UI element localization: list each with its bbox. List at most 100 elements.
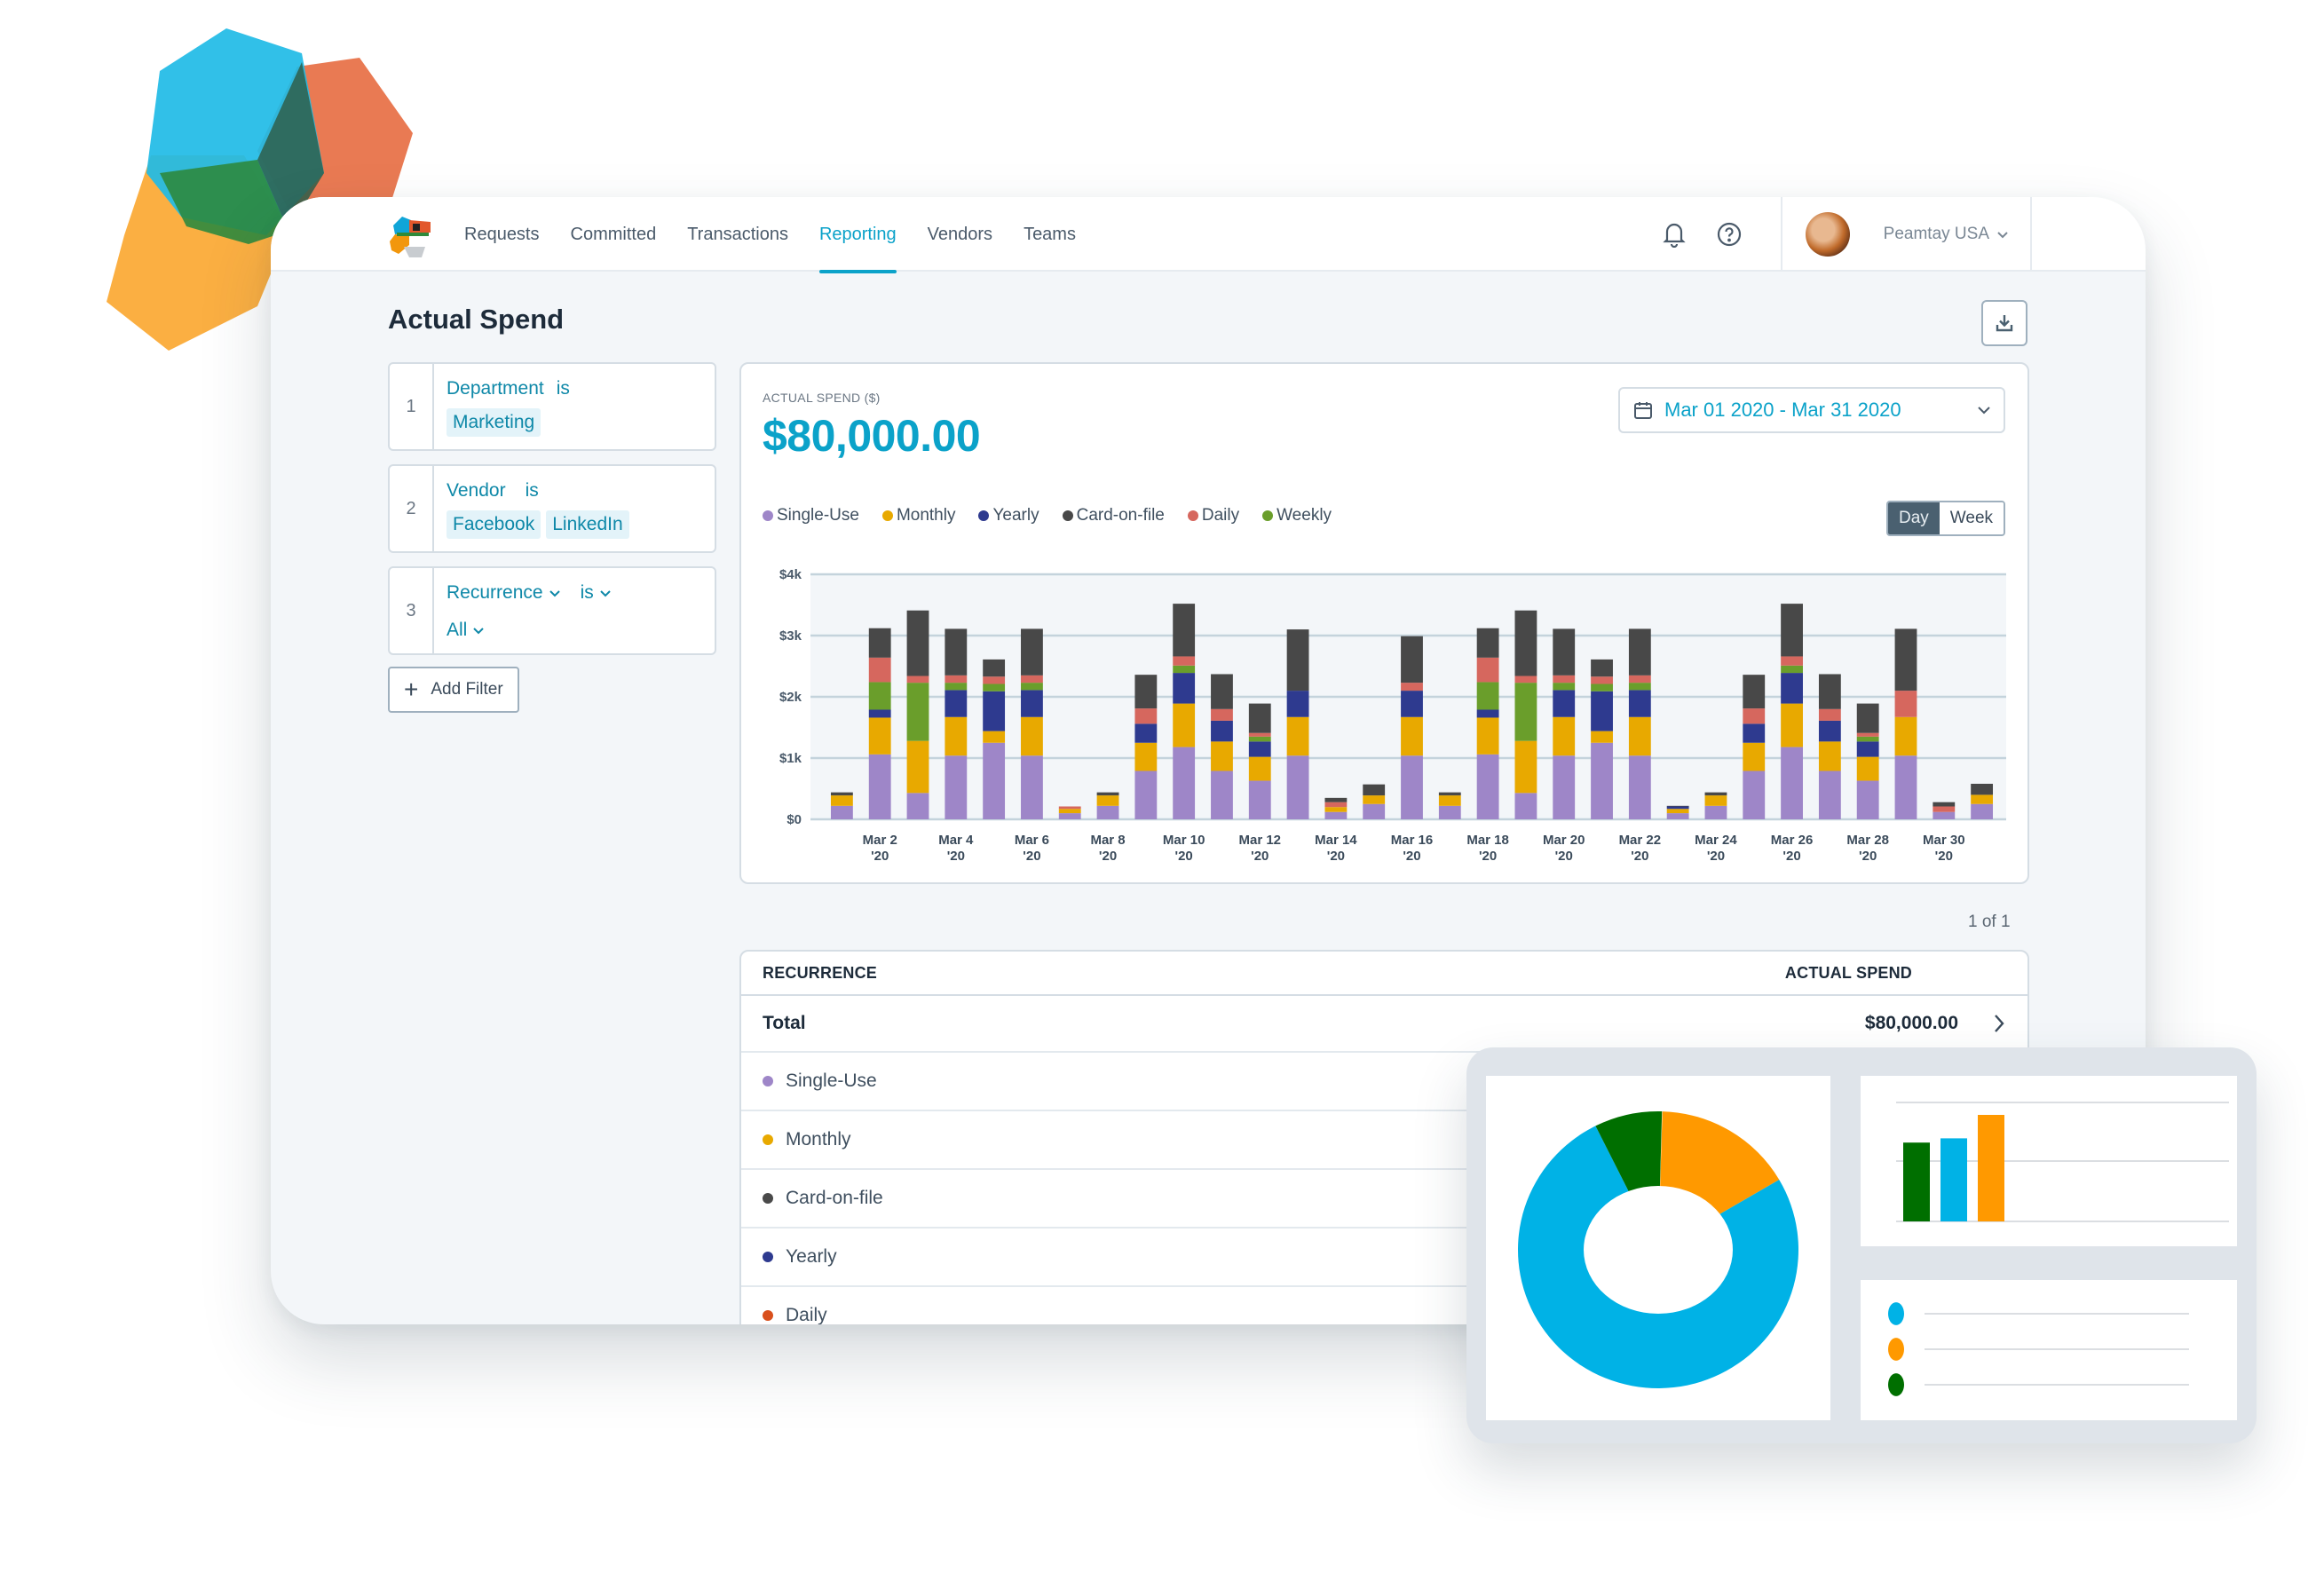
user-name: Peamtay USA — [1883, 225, 1989, 243]
toggle-week[interactable]: Week — [1939, 502, 2004, 534]
svg-text:Mar 4: Mar 4 — [938, 833, 974, 848]
svg-text:$2k: $2k — [779, 690, 802, 705]
column-header-recurrence[interactable]: RECURRENCE — [763, 963, 878, 982]
top-navigation: Requests Committed Transactions Reportin… — [271, 197, 2146, 273]
table-row[interactable]: Daily — [741, 1287, 2027, 1324]
legend-item[interactable]: Daily — [1187, 506, 1239, 525]
chart-bar[interactable] — [1324, 797, 1348, 819]
filter-field[interactable]: Department — [447, 378, 544, 399]
notifications-button[interactable] — [1658, 218, 1690, 250]
chart-bar[interactable] — [945, 628, 968, 819]
legend-dot-icon — [978, 510, 990, 521]
chart-bar[interactable] — [1743, 675, 1766, 819]
date-range-value: Mar 01 2020 - Mar 31 2020 — [1664, 399, 1901, 421]
chart-bar[interactable] — [868, 628, 891, 819]
table-row[interactable]: Single-Use — [741, 1053, 2027, 1111]
chevron-right-icon[interactable] — [1993, 1013, 2005, 1034]
chart-bar[interactable] — [1211, 674, 1233, 819]
legend-item[interactable]: Single-Use — [763, 506, 859, 525]
help-button[interactable] — [1713, 218, 1745, 250]
question-circle-icon — [1717, 222, 1741, 247]
chart-bar[interactable] — [1628, 628, 1651, 819]
filter-value-tag[interactable]: Facebook — [447, 510, 541, 539]
user-menu[interactable]: Peamtay USA — [1782, 197, 2030, 272]
dashboard-illustration — [1466, 1047, 2257, 1443]
chart-bar[interactable] — [1096, 792, 1119, 819]
row-label: Single-Use — [786, 1071, 877, 1091]
download-button[interactable] — [1981, 300, 2027, 346]
legend-label: Card-on-file — [1076, 506, 1165, 525]
toggle-day[interactable]: Day — [1888, 502, 1940, 534]
legend-dot-icon — [763, 510, 773, 521]
chart-bar[interactable] — [1666, 805, 1689, 819]
nav-tab-requests[interactable]: Requests — [464, 225, 540, 244]
chart-bar[interactable] — [830, 792, 853, 819]
date-range-picker[interactable]: Mar 01 2020 - Mar 31 2020 — [1618, 387, 2005, 433]
add-filter-button[interactable]: + Add Filter — [388, 667, 519, 713]
chart-bar[interactable] — [1971, 783, 1994, 819]
svg-text:Mar 12: Mar 12 — [1239, 833, 1282, 848]
chart-bar[interactable] — [1058, 806, 1081, 819]
svg-text:Mar 20: Mar 20 — [1543, 833, 1585, 848]
filter-value-tag[interactable]: LinkedIn — [546, 510, 629, 539]
nav-tabs: Requests Committed Transactions Reportin… — [464, 197, 1107, 273]
table-row[interactable]: Monthly — [741, 1111, 2027, 1170]
nav-tab-reporting[interactable]: Reporting — [818, 197, 897, 273]
legend-item[interactable]: Yearly — [978, 506, 1039, 525]
filter-operator[interactable]: is — [556, 378, 570, 399]
legend-label: Weekly — [1277, 506, 1332, 525]
row-amount: $80,000.00 — [1864, 1013, 1958, 1033]
chart-bar[interactable] — [1363, 784, 1386, 819]
chart-bar[interactable] — [1818, 674, 1841, 819]
legend-panel — [1861, 1280, 2237, 1420]
table-row[interactable]: Card-on-file — [741, 1170, 2027, 1229]
nav-tab-transactions[interactable]: Transactions — [687, 225, 788, 244]
chart-bar[interactable] — [1248, 703, 1271, 819]
filter-department[interactable]: 1 Department is Marketing — [388, 362, 716, 451]
legend-item[interactable]: Card-on-file — [1062, 506, 1165, 525]
nav-tab-committed[interactable]: Committed — [570, 225, 657, 244]
table-row[interactable]: Yearly — [741, 1229, 2027, 1287]
svg-text:Mar 24: Mar 24 — [1695, 833, 1737, 848]
chart-bar[interactable] — [1553, 628, 1576, 819]
chart-bar[interactable] — [1438, 792, 1461, 819]
chart-bar[interactable] — [1021, 628, 1043, 819]
filter-field[interactable]: Vendor — [447, 480, 506, 501]
filter-value-dropdown[interactable]: All — [447, 620, 485, 641]
chart-bar[interactable] — [1514, 610, 1537, 819]
nav-tab-vendors[interactable]: Vendors — [927, 225, 993, 244]
chart-bar[interactable] — [1173, 604, 1196, 819]
chart-bar[interactable] — [1401, 636, 1423, 819]
chart-bar[interactable] — [1856, 703, 1879, 819]
svg-text:Mar 14: Mar 14 — [1315, 833, 1357, 848]
chart-bar[interactable] — [1781, 604, 1803, 819]
nav-tab-teams[interactable]: Teams — [1024, 225, 1076, 244]
filter-vendor[interactable]: 2 Vendor is Facebook LinkedIn — [388, 464, 716, 553]
app-logo[interactable] — [386, 215, 434, 259]
chart-bar[interactable] — [983, 659, 1006, 819]
column-header-actual-spend[interactable]: ACTUAL SPEND — [1784, 963, 1912, 982]
chart-bar[interactable] — [1704, 792, 1727, 819]
svg-text:$1k: $1k — [779, 751, 802, 766]
legend-item[interactable]: Monthly — [881, 506, 955, 525]
chart-legend: Single-Use Monthly Yearly Card-on-file Daily… — [763, 506, 1355, 525]
filter-field-dropdown[interactable]: Recurrence — [447, 582, 561, 604]
filter-value-tag[interactable]: Marketing — [447, 408, 541, 437]
legend-item[interactable]: Weekly — [1262, 506, 1332, 525]
chart-bar[interactable] — [1286, 629, 1309, 819]
chart-bar[interactable] — [906, 610, 929, 819]
chart-bar[interactable] — [1933, 802, 1956, 819]
chart-bar[interactable] — [1476, 628, 1499, 819]
filter-operator[interactable]: is — [525, 480, 539, 501]
filter-operator-dropdown[interactable]: is — [581, 582, 612, 604]
table-row-total[interactable]: Total $80,000.00 — [741, 996, 2027, 1053]
nav-divider — [1780, 197, 1782, 272]
bell-icon — [1663, 223, 1686, 248]
chevron-down-icon — [1997, 232, 2008, 239]
donut-chart-panel — [1486, 1076, 1830, 1420]
chart-bar[interactable] — [1591, 659, 1613, 819]
chart-bar[interactable] — [1134, 675, 1158, 819]
chart-bar[interactable] — [1894, 628, 1917, 819]
filter-recurrence[interactable]: 3 Recurrence is All — [388, 566, 716, 655]
bar-chart-panel — [1861, 1076, 2237, 1246]
